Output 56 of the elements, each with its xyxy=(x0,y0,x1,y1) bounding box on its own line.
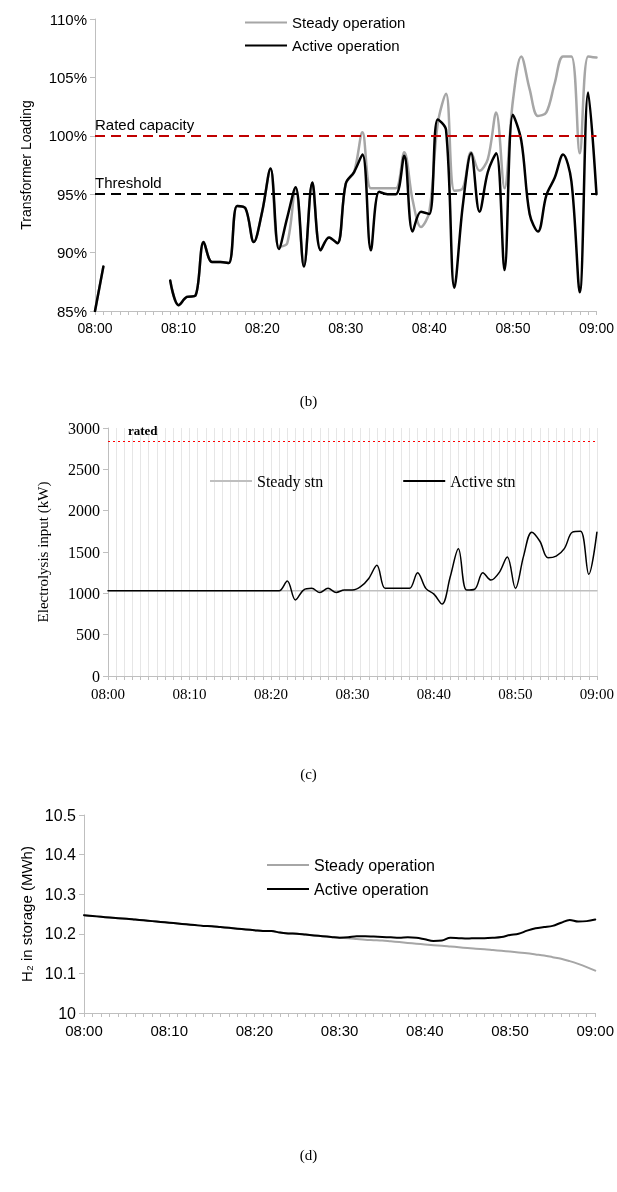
legend-label: Steady stn xyxy=(257,472,324,491)
x-tick-label: 08:20 xyxy=(253,685,289,702)
x-tick-label: 08:10 xyxy=(161,320,197,336)
legend-label: Steady operation xyxy=(314,856,435,874)
y-tick-label: 0 xyxy=(92,667,100,685)
y-axis-title: Electrolysis input (kW) xyxy=(34,481,52,623)
y-tick-label: 105% xyxy=(48,68,87,86)
x-tick-label: 08:20 xyxy=(235,1022,274,1039)
y-tick-label: 10.5 xyxy=(44,806,77,824)
y-tick-label: 1000 xyxy=(68,584,100,602)
legend-label: Active operation xyxy=(314,880,429,898)
x-tick-label: 08:40 xyxy=(416,685,452,702)
y-axis-title: Transformer Loading xyxy=(18,100,34,230)
legend-label: Active operation xyxy=(292,37,400,54)
x-tick-label: 08:30 xyxy=(335,685,370,702)
x-tick-label: 08:20 xyxy=(244,320,280,336)
x-tick-label: 08:40 xyxy=(406,1022,444,1039)
y-tick-label: 2000 xyxy=(68,502,100,520)
line-series xyxy=(83,914,597,942)
y-tick-label: 90% xyxy=(56,244,87,262)
legend-label: Active stn xyxy=(450,472,516,490)
y-tick-label: 500 xyxy=(76,626,100,644)
legend-label: Steady operation xyxy=(292,14,406,31)
x-tick-label: 08:00 xyxy=(65,1022,103,1039)
y-tick-label: 10 xyxy=(58,1004,77,1022)
x-tick-label: 08:00 xyxy=(90,685,126,702)
y-tick-label: 110% xyxy=(49,10,87,28)
y-tick-label: 10.1 xyxy=(44,964,77,982)
x-tick-label: 08:10 xyxy=(150,1022,188,1039)
y-axis-title: H₂ in storage (MWh) xyxy=(17,846,35,982)
text: (d) xyxy=(299,1146,318,1164)
y-tick-label: 10.3 xyxy=(44,885,77,903)
ref-line-label: rated xyxy=(128,423,159,439)
ref-line-label: Rated capacity xyxy=(95,115,195,133)
x-tick-label: 09:00 xyxy=(578,320,615,336)
x-tick-label: 08:10 xyxy=(172,685,207,702)
x-tick-label: 08:40 xyxy=(411,320,448,336)
y-tick-label: 85% xyxy=(56,302,87,320)
x-tick-label: 08:50 xyxy=(498,685,533,702)
y-tick-label: 10.2 xyxy=(44,925,77,943)
x-tick-label: 08:50 xyxy=(491,1022,529,1039)
ref-line-label: Threshold xyxy=(95,174,162,192)
x-tick-label: 08:50 xyxy=(495,320,531,336)
x-tick-label: 09:00 xyxy=(576,1022,615,1039)
x-tick-label: 08:00 xyxy=(77,320,113,336)
y-tick-label: 100% xyxy=(48,127,87,145)
x-tick-label: 09:00 xyxy=(579,685,614,702)
text: (b) xyxy=(299,392,318,410)
y-tick-label: 1500 xyxy=(68,543,100,561)
y-tick-label: 3000 xyxy=(68,419,100,437)
x-tick-label: 08:30 xyxy=(320,1022,359,1039)
y-tick-label: 10.4 xyxy=(44,846,77,864)
y-tick-label: 2500 xyxy=(68,460,100,478)
text: (c) xyxy=(300,765,317,783)
y-tick-label: 95% xyxy=(56,185,87,203)
x-tick-label: 08:30 xyxy=(328,320,364,336)
